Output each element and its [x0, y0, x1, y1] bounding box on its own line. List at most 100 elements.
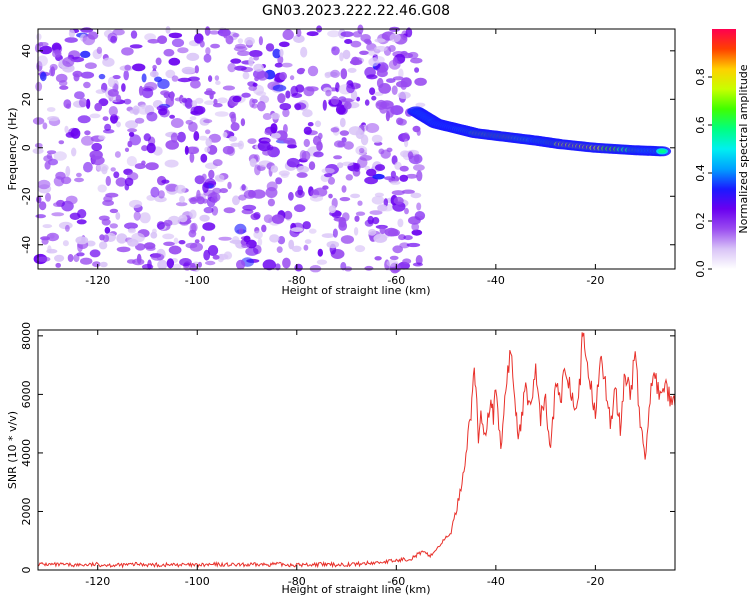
noise-blob — [227, 146, 236, 156]
noise-blob — [165, 69, 176, 79]
noise-blob — [366, 168, 377, 177]
noise-blob — [232, 33, 240, 38]
noise-blob — [286, 144, 298, 149]
noise-blob — [112, 29, 125, 36]
noise-blob — [241, 243, 250, 249]
x-tick-label: -100 — [185, 274, 210, 287]
noise-blob — [179, 258, 192, 267]
noise-blob — [149, 70, 159, 78]
noise-blob — [282, 29, 294, 40]
noise-blob — [65, 165, 71, 177]
y-tick-label: -40 — [20, 236, 33, 254]
noise-blob — [62, 240, 69, 247]
noise-blob — [125, 120, 139, 129]
noise-blob — [374, 45, 388, 52]
noise-blob — [258, 36, 263, 46]
noise-blob — [214, 75, 220, 81]
noise-blob — [185, 242, 198, 249]
noise-blob — [129, 44, 143, 49]
noise-blob — [402, 132, 410, 142]
noise-blob — [83, 81, 91, 89]
noise-blob — [76, 219, 87, 225]
noise-blob — [36, 195, 42, 204]
noise-blob — [364, 265, 374, 271]
noise-blob — [212, 254, 220, 260]
noise-blob — [288, 191, 294, 201]
noise-blob — [312, 135, 322, 146]
noise-blob — [186, 146, 199, 155]
noise-blob — [201, 173, 207, 181]
noise-blob — [121, 83, 126, 92]
noise-blob — [58, 140, 65, 145]
noise-blob — [386, 106, 395, 118]
noise-blob — [212, 187, 222, 194]
noise-blob — [110, 35, 117, 44]
noise-blob — [147, 259, 152, 270]
noise-blob — [163, 219, 173, 227]
spectrogram-frame — [37, 28, 676, 270]
noise-blob — [335, 104, 346, 115]
noise-blob — [98, 73, 106, 80]
noise-blob — [242, 204, 257, 211]
noise-blob — [397, 91, 411, 100]
noise-blob — [257, 101, 266, 112]
noise-blob — [290, 227, 304, 233]
noise-blob — [288, 239, 295, 250]
noise-blob — [154, 76, 163, 83]
noise-blob — [283, 210, 293, 220]
noise-blob — [170, 118, 184, 128]
noise-blob — [366, 43, 377, 52]
noise-blob — [98, 135, 106, 140]
noise-blob — [95, 89, 106, 94]
noise-blob — [303, 126, 312, 135]
noise-blob — [77, 115, 91, 124]
noise-blob — [55, 171, 66, 180]
noise-blob — [163, 241, 175, 246]
noise-blob — [256, 71, 269, 81]
noise-blob — [123, 98, 132, 105]
noise-blob — [374, 164, 386, 171]
noise-blob — [233, 46, 248, 52]
noise-blob — [237, 50, 250, 56]
noise-blob — [403, 235, 413, 241]
noise-blob — [96, 46, 103, 55]
noise-blob — [294, 263, 303, 272]
noise-blob — [102, 116, 109, 121]
noise-blob — [366, 74, 378, 80]
noise-blob — [247, 138, 257, 145]
noise-blob — [372, 217, 380, 225]
noise-blob — [204, 26, 211, 36]
noise-blob — [296, 28, 302, 37]
noise-blob — [356, 96, 361, 102]
noise-blob — [146, 142, 156, 154]
noise-blob — [404, 207, 409, 215]
noise-blob — [336, 162, 344, 169]
noise-blob — [364, 99, 370, 106]
noise-blob — [313, 187, 328, 197]
noise-blob — [230, 58, 242, 64]
noise-blob — [99, 234, 105, 241]
noise-blob — [189, 116, 197, 121]
noise-blob — [338, 221, 348, 231]
noise-blob — [129, 199, 143, 209]
noise-blob — [134, 163, 146, 170]
noise-blob — [92, 261, 101, 268]
noise-blob — [392, 245, 404, 254]
noise-blob — [398, 68, 404, 79]
noise-blob — [150, 231, 158, 239]
noise-blob — [379, 225, 386, 235]
noise-blob — [227, 181, 232, 190]
noise-blob — [271, 132, 281, 139]
noise-blob — [396, 80, 408, 88]
noise-blob — [333, 155, 343, 160]
noise-blob — [121, 47, 134, 56]
noise-blob — [316, 259, 328, 265]
noise-blob — [127, 140, 133, 148]
noise-blob — [80, 257, 93, 265]
x-tick-label: -120 — [85, 274, 110, 287]
noise-blob — [218, 236, 232, 241]
noise-blob — [367, 49, 380, 56]
noise-blob — [410, 192, 422, 199]
noise-blob — [65, 195, 78, 205]
noise-blob — [196, 189, 201, 200]
